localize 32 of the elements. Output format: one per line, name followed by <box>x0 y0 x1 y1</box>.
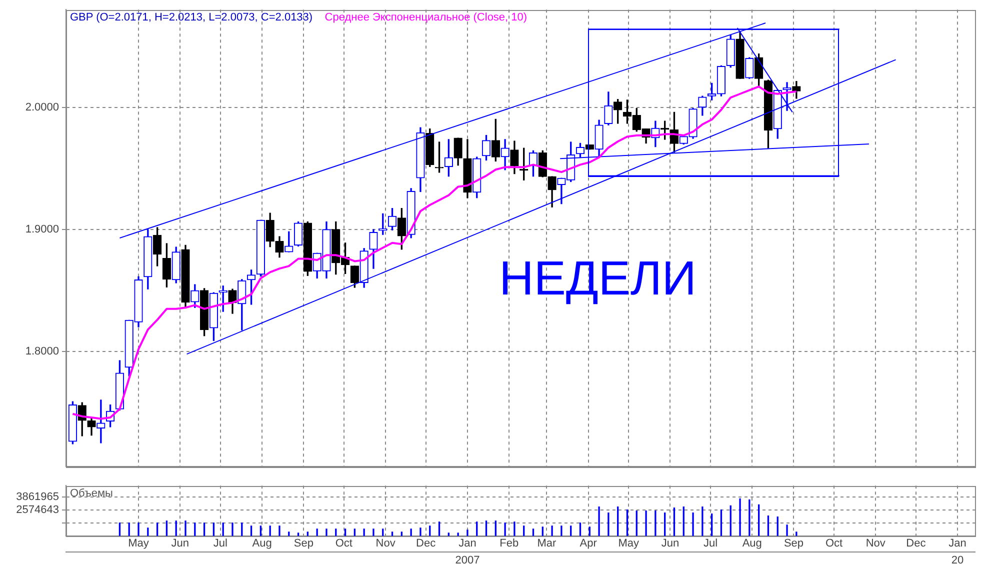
text: Среднее Экспоненциальное (Close, 10) <box>324 12 528 24</box>
x-tick-label: Aug <box>742 538 762 550</box>
x-tick-label: May <box>618 538 640 550</box>
x-tick-label: Jun <box>171 538 190 550</box>
x-tick-label: Feb <box>500 538 519 550</box>
x-tick-label: Mar <box>537 538 556 550</box>
x-tick-label: Sep <box>294 538 314 550</box>
x-tick-label: Nov <box>376 538 396 550</box>
x-tick-label: Sep <box>784 538 804 550</box>
x-tick-label: Apr <box>580 538 598 550</box>
chart-title: Объемы <box>70 488 114 500</box>
x-tick-label: Jul <box>703 538 718 550</box>
x-tick-label: May <box>128 538 150 550</box>
x2-tick-label: 2007 <box>455 554 480 567</box>
x-tick-label: Oct <box>335 538 352 550</box>
x-tick-label: Jan <box>948 538 966 550</box>
annotation: НЕДЕЛИ <box>499 252 696 306</box>
x-tick-label: Jul <box>213 538 228 550</box>
x-tick-label: Jun <box>661 538 680 550</box>
x-tick-label: Dec <box>906 538 926 550</box>
y-tick-label: 1.9000 <box>25 223 59 236</box>
x-tick-label: Aug <box>252 538 272 550</box>
y-tick-label: 1.8000 <box>25 346 59 358</box>
x-tick-label: Jan <box>458 538 476 550</box>
y-tick-label: 2574643 <box>16 504 59 516</box>
chart-title: GBP (O=2.0171, H=2.0213, L=2.0073, C=2.0133) <box>70 12 313 24</box>
x-tick-label: Dec <box>416 538 436 550</box>
y-tick-label: 3861965 <box>16 491 59 504</box>
x-tick-label: Oct <box>825 538 843 550</box>
x2-tick-label: 20 <box>951 554 964 567</box>
x-tick-label: Nov <box>866 538 886 550</box>
y-tick-label: 2.0000 <box>25 101 59 114</box>
